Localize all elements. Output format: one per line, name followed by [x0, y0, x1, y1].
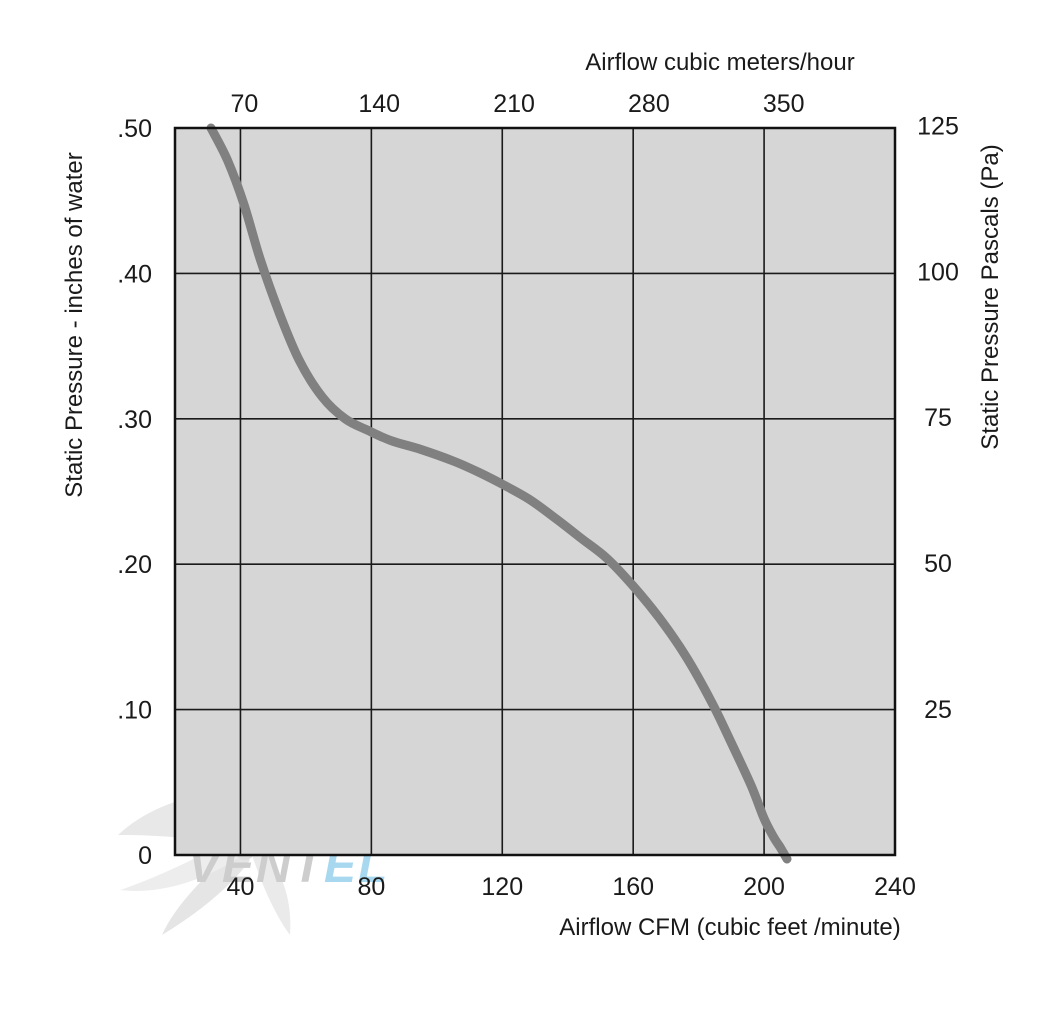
- x2-tick-label: 350: [763, 90, 805, 118]
- plot-frame: [173, 126, 897, 857]
- y-tick-label: .40: [117, 260, 152, 288]
- y-tick-label: .20: [117, 551, 152, 579]
- x-tick-label: 80: [357, 873, 385, 901]
- right-axis-title: Static Pressure Pascals (Pa): [977, 144, 1004, 449]
- x2-tick-label: 210: [493, 90, 535, 118]
- left-axis-title: Static Pressure - inches of water: [61, 152, 88, 497]
- top-axis-title: Airflow cubic meters/hour: [585, 49, 854, 76]
- y-tick-label: .30: [117, 406, 152, 434]
- x-tick-label: 200: [743, 873, 785, 901]
- y-tick-label: .10: [117, 697, 152, 725]
- x-tick-label: 240: [874, 873, 916, 901]
- performance-curve-line: [206, 123, 792, 864]
- x2-tick-label: 140: [358, 90, 400, 118]
- x-tick-label: 160: [612, 873, 654, 901]
- y2-tick-label: 50: [924, 550, 952, 578]
- y-tick-label: 0: [138, 842, 152, 870]
- y2-tick-label: 25: [924, 696, 952, 724]
- y-tick-label: .50: [117, 115, 152, 143]
- y2-tick-label: 125: [917, 112, 959, 140]
- y2-tick-label: 75: [924, 404, 952, 432]
- x2-tick-label: 70: [230, 90, 258, 118]
- plot-area: [175, 128, 895, 855]
- grid-lines: [175, 128, 895, 855]
- tick-labels: 40 80 120 160 200 240 70 140 210 280 350 0 .10 .20 .30…: [117, 90, 959, 901]
- bottom-axis-title: Airflow CFM (cubic feet /minute): [559, 914, 900, 941]
- y2-tick-label: 100: [917, 258, 959, 286]
- x-tick-label: 120: [481, 873, 523, 901]
- x-tick-label: 40: [227, 873, 255, 901]
- x2-tick-label: 280: [628, 90, 670, 118]
